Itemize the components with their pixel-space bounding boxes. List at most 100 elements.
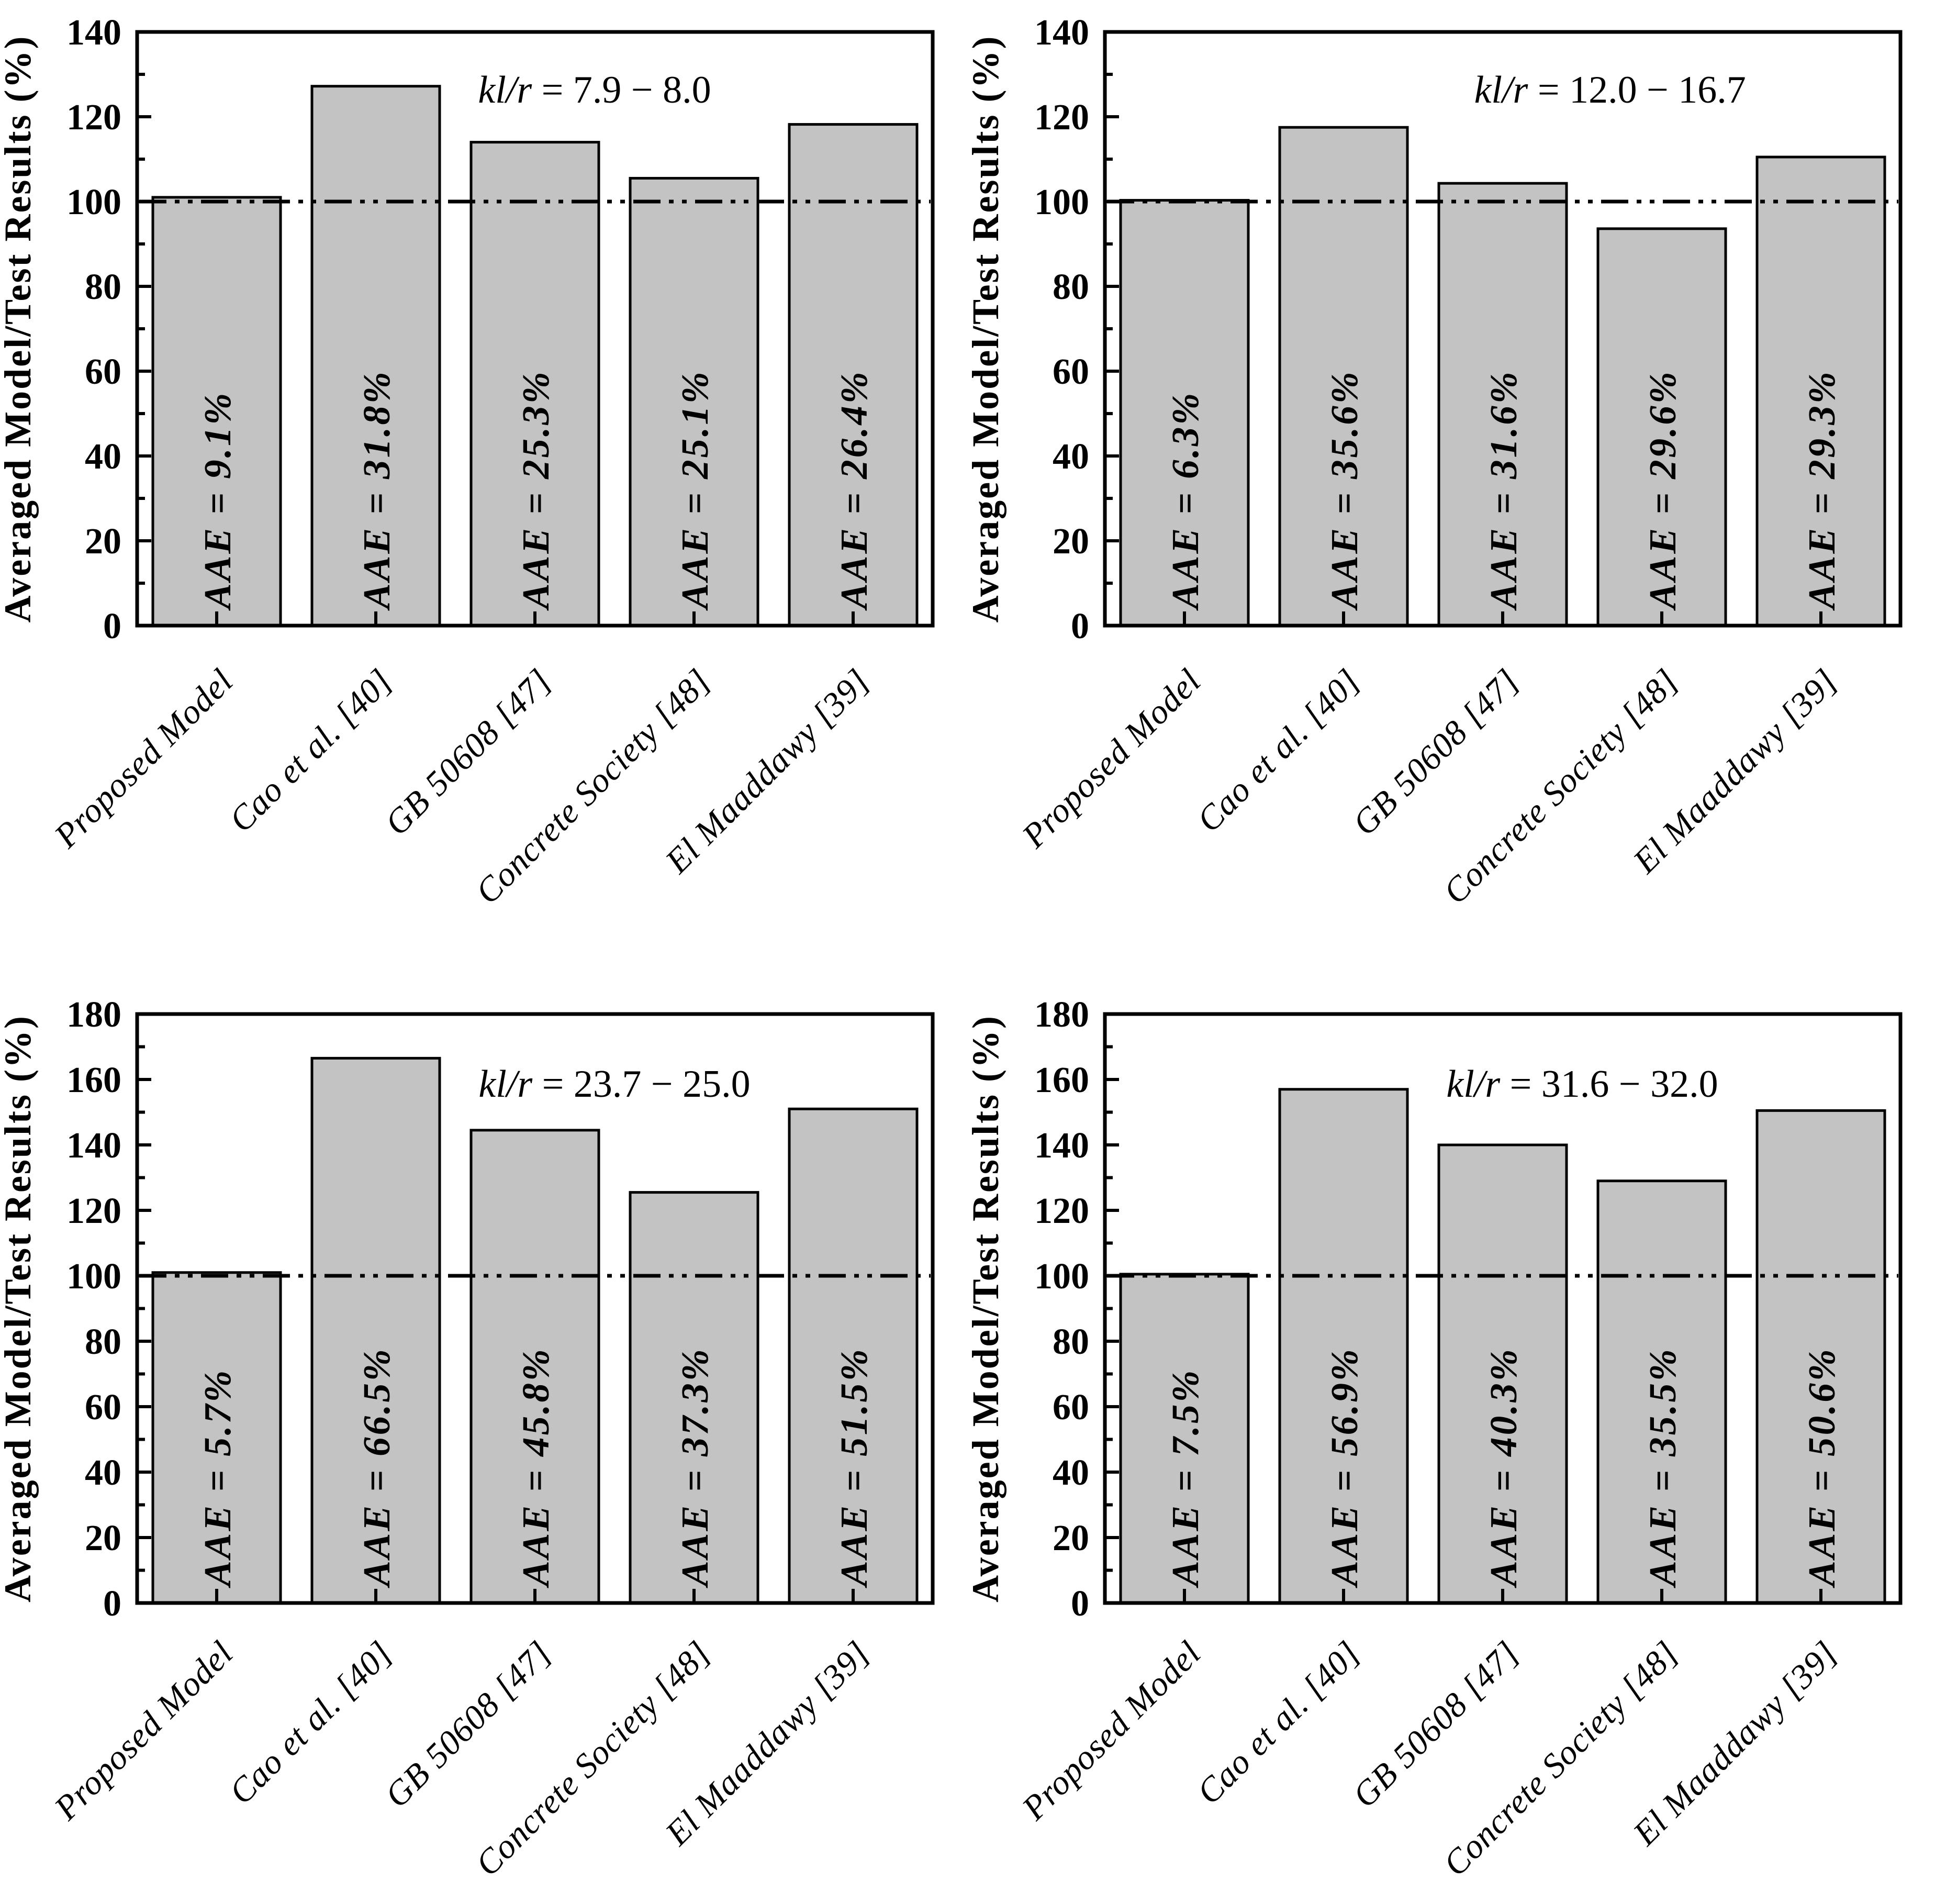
y-tick-label: 0	[103, 606, 121, 647]
chart-title: kl/r = 23.7 − 25.0	[478, 1063, 750, 1106]
y-tick-label: 80	[85, 267, 121, 307]
y-axis-title: Averaged Model/Test Results (%)	[0, 1015, 39, 1602]
bar	[1596, 227, 1727, 627]
y-tick-label: 140	[66, 1126, 121, 1166]
y-tick-label: 60	[85, 1387, 121, 1428]
y-tick-label: 20	[1053, 1518, 1089, 1558]
bar-aae-label: AAE = 35.6%	[1323, 370, 1366, 611]
category-label: GB 50608 [47]	[378, 662, 559, 843]
y-tick-label: 20	[85, 521, 121, 562]
y-axis: 0 20 40 60 80 100 120 140 160 180	[66, 995, 151, 1624]
category-label: Proposed Model	[47, 662, 240, 855]
bars	[1119, 126, 1886, 627]
bar	[310, 1056, 441, 1605]
y-tick-label: 160	[66, 1060, 121, 1100]
bar	[788, 1107, 919, 1605]
y-tick-label: 40	[85, 1453, 121, 1493]
bar	[310, 85, 441, 627]
bar	[151, 1271, 282, 1605]
chart-title: kl/r = 31.6 − 32.0	[1446, 1063, 1718, 1106]
bar-aae-label: AAE = 29.3%	[1800, 370, 1843, 611]
y-tick-label: 0	[103, 1584, 121, 1624]
category-label: Proposed Model	[1014, 662, 1208, 855]
y-tick-label: 20	[1053, 521, 1089, 562]
y-tick-label: 0	[1071, 606, 1089, 647]
bar	[1119, 199, 1250, 627]
bar-aae-label: AAE = 9.1%	[196, 391, 239, 611]
bar	[1755, 1109, 1886, 1605]
y-tick-label: 60	[85, 352, 121, 392]
y-tick-label: 20	[85, 1518, 121, 1558]
bars	[151, 1056, 919, 1605]
bar-aae-label: AAE = 29.6%	[1641, 370, 1684, 611]
chart-title: kl/r = 7.9 − 8.0	[478, 69, 711, 112]
y-tick-label: 60	[1053, 352, 1089, 392]
bar-aae-label: AAE = 51.5%	[833, 1347, 875, 1588]
bar-aae-label: AAE = 25.3%	[514, 370, 557, 611]
y-tick-label: 100	[66, 1256, 121, 1297]
y-axis-title: Averaged Model/Test Results (%)	[965, 35, 1006, 623]
bar	[1278, 1088, 1409, 1605]
y-tick-label: 80	[1053, 267, 1089, 307]
category-label: Proposed Model	[1014, 1634, 1208, 1828]
chart-title: kl/r = 12.0 − 16.7	[1474, 69, 1746, 112]
category-label: GB 50608 [47]	[1346, 662, 1527, 843]
bar-aae-label: AAE = 31.6%	[1482, 370, 1525, 611]
bar-aae-label: AAE = 31.8%	[355, 370, 398, 611]
bar	[1596, 1179, 1727, 1605]
chart-panel-top-right: 0 20 40 60 80 100 120 140 Proposed Model Cao et a…	[965, 0, 1935, 952]
bar-aae-label: AAE = 45.8%	[514, 1347, 557, 1588]
chart-panel-bottom-left: 0 20 40 60 80 100 120 140 160 180 Proposed Model Ca…	[0, 952, 967, 1904]
y-tick-label: 140	[66, 13, 121, 53]
bar	[1278, 126, 1409, 627]
category-label: Cao et al. [40]	[222, 1634, 400, 1812]
bar-aae-label: AAE = 37.3%	[674, 1347, 716, 1588]
y-tick-label: 120	[66, 97, 121, 138]
bar	[1437, 1143, 1568, 1605]
bar	[151, 196, 282, 627]
y-tick-label: 120	[1034, 1191, 1089, 1231]
y-tick-label: 40	[1053, 1453, 1089, 1493]
chart-svg-3: 0 20 40 60 80 100 120 140 160 180 Proposed ModelCa…	[965, 995, 1903, 1884]
category-label: Cao et al. [40]	[222, 662, 400, 840]
chart-svg-2: 0 20 40 60 80 100 120 140 160 180 Proposed ModelCa…	[0, 995, 935, 1884]
bar-aae-label: AAE = 35.5%	[1641, 1347, 1684, 1588]
y-tick-label: 40	[1053, 437, 1089, 477]
y-axis-title: Averaged Model/Test Results (%)	[0, 35, 39, 623]
y-axis: 0 20 40 60 80 100 120 140	[66, 13, 151, 647]
bar-aae-label: AAE = 5.7%	[196, 1368, 239, 1588]
y-axis: 0 20 40 60 80 100 120 140 160 180	[1034, 995, 1119, 1624]
chart-panel-bottom-right: 0 20 40 60 80 100 120 140 160 180 Proposed Model Ca…	[965, 952, 1935, 1904]
y-tick-label: 140	[1034, 1126, 1089, 1166]
category-label: Cao et al. [40]	[1190, 1634, 1368, 1812]
bar	[1437, 182, 1568, 627]
category-label: Proposed Model	[47, 1634, 240, 1828]
bar	[629, 176, 759, 627]
category-label: GB 50608 [47]	[378, 1634, 559, 1815]
bars	[1119, 1088, 1886, 1605]
bar	[788, 123, 919, 627]
bar-aae-label: AAE = 66.5%	[355, 1347, 398, 1588]
y-tick-label: 180	[1034, 995, 1089, 1035]
bar-aae-label: AAE = 26.4%	[833, 370, 875, 611]
y-tick-label: 180	[66, 995, 121, 1035]
y-tick-label: 100	[1034, 182, 1089, 222]
y-tick-label: 100	[1034, 1256, 1089, 1297]
bar-aae-label: AAE = 56.9%	[1323, 1347, 1366, 1588]
bar	[469, 141, 600, 627]
y-tick-label: 100	[66, 182, 121, 222]
y-tick-label: 0	[1071, 1584, 1089, 1624]
y-tick-label: 160	[1034, 1060, 1089, 1100]
y-tick-label: 120	[1034, 97, 1089, 138]
y-tick-label: 120	[66, 1191, 121, 1231]
bar	[629, 1191, 759, 1605]
y-axis-title: Averaged Model/Test Results (%)	[965, 1015, 1006, 1602]
category-label: Cao et al. [40]	[1190, 662, 1368, 840]
y-tick-label: 80	[85, 1322, 121, 1362]
